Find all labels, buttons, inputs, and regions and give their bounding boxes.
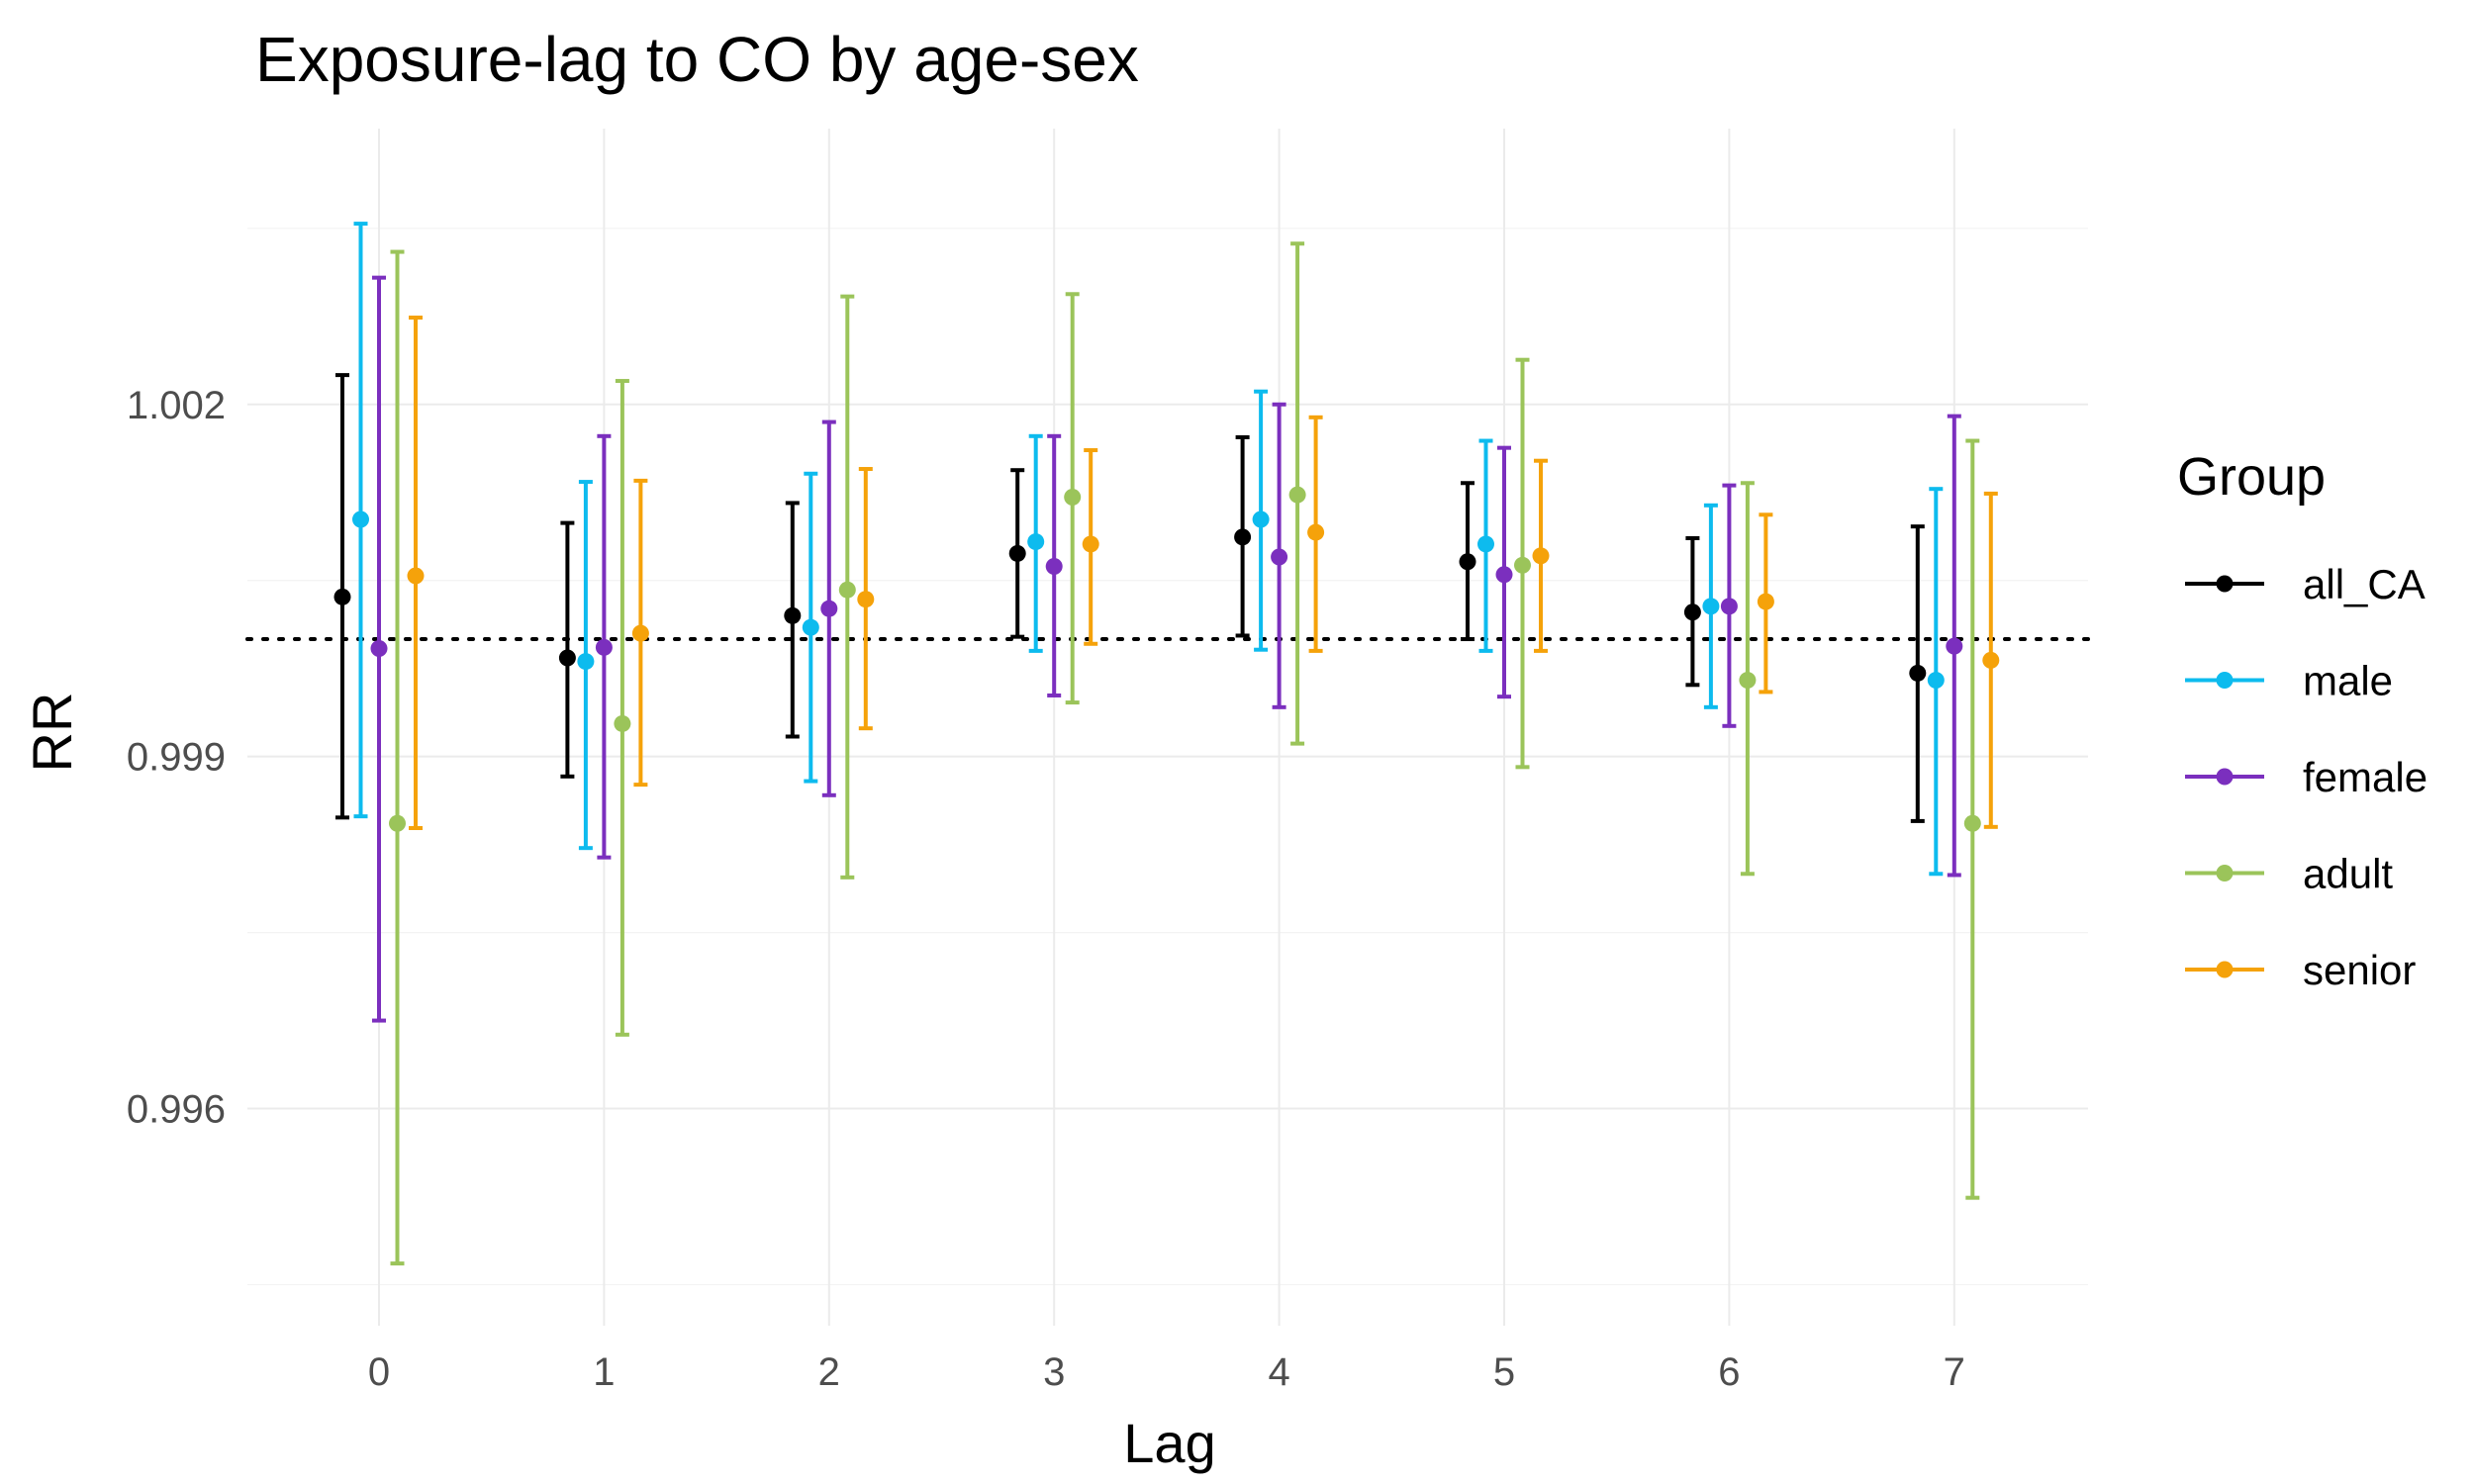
data-point <box>1683 603 1701 621</box>
legend-key-point <box>2216 768 2234 786</box>
error-bar <box>615 379 629 1037</box>
data-point <box>1288 486 1306 504</box>
x-tick-label: 4 <box>1268 1350 1289 1394</box>
legend-label: senior <box>2303 947 2416 993</box>
data-point <box>1045 557 1063 575</box>
data-point <box>1064 488 1082 506</box>
x-tick-label: 1 <box>593 1350 615 1394</box>
data-point <box>407 567 425 585</box>
data-point <box>614 714 631 732</box>
legend-label: male <box>2303 658 2393 704</box>
data-point <box>370 640 388 658</box>
data-point <box>1234 528 1252 546</box>
data-point <box>1271 548 1288 566</box>
data-point <box>1757 593 1774 610</box>
legend-key-point <box>2216 961 2234 978</box>
series-senior <box>407 315 2000 831</box>
legend-item-all_CA: all_CA <box>2185 561 2426 607</box>
error-bar <box>390 249 405 1266</box>
y-axis-title: RR <box>21 693 83 773</box>
chart-title: Exposure-lag to CO by age-sex <box>255 24 1139 95</box>
data-point <box>1495 566 1513 584</box>
data-point <box>820 600 838 617</box>
x-tick-label: 7 <box>1944 1350 1965 1394</box>
series-male <box>352 222 1945 877</box>
x-tick-label: 6 <box>1718 1350 1740 1394</box>
data-point <box>1027 533 1045 551</box>
legend-item-senior: senior <box>2185 947 2416 993</box>
data-point <box>1477 535 1494 553</box>
y-tick-label: 0.996 <box>127 1088 226 1132</box>
data-point <box>1082 535 1099 553</box>
x-tick-label: 2 <box>818 1350 840 1394</box>
data-point <box>1008 544 1026 562</box>
x-tick-label: 5 <box>1493 1350 1515 1394</box>
y-tick-label: 1.002 <box>127 384 226 427</box>
plot-marks <box>333 222 2000 1266</box>
y-axis-ticks: 0.996 0.999 1.002 <box>127 384 226 1132</box>
x-axis-ticks: 0 1 2 3 4 5 6 7 <box>368 1350 1965 1394</box>
data-point <box>1909 664 1927 682</box>
data-point <box>802 618 819 636</box>
series-all_CA <box>333 373 1927 823</box>
data-point <box>1946 637 1963 655</box>
series-female <box>370 275 1963 1023</box>
legend-key-point <box>2216 865 2234 881</box>
data-point <box>595 638 613 656</box>
x-axis-title: Lag <box>1123 1412 1215 1474</box>
data-point <box>1459 553 1476 571</box>
data-point <box>857 591 875 608</box>
y-tick-label: 0.999 <box>127 736 226 780</box>
series-adult <box>389 241 1981 1266</box>
data-point <box>1252 510 1270 528</box>
legend-key-point <box>2216 672 2234 689</box>
legend-item-adult: adult <box>2185 851 2393 897</box>
legend-key-point <box>2216 575 2234 593</box>
x-tick-label: 0 <box>368 1350 390 1394</box>
legend-item-female: female <box>2185 754 2427 800</box>
data-point <box>389 814 406 832</box>
legend-label: adult <box>2303 851 2393 897</box>
data-point <box>1702 598 1720 615</box>
data-point <box>577 653 595 671</box>
data-point <box>558 649 576 667</box>
data-point <box>352 510 369 528</box>
x-tick-label: 3 <box>1043 1350 1065 1394</box>
legend-item-male: male <box>2185 658 2393 704</box>
grid <box>247 129 2088 1326</box>
data-point <box>1532 547 1550 565</box>
data-point <box>1982 651 2000 669</box>
data-point <box>1739 672 1757 690</box>
legend-label: female <box>2303 754 2427 800</box>
data-point <box>333 588 351 605</box>
data-point <box>1720 598 1738 615</box>
legend-title: Group <box>2177 447 2326 507</box>
data-point <box>631 624 649 642</box>
data-point <box>784 606 802 624</box>
data-point <box>1963 814 1981 832</box>
data-point <box>838 581 856 599</box>
data-point <box>1514 556 1531 574</box>
legend-label: all_CA <box>2303 561 2426 607</box>
data-point <box>1307 523 1325 541</box>
data-point <box>1927 672 1945 690</box>
